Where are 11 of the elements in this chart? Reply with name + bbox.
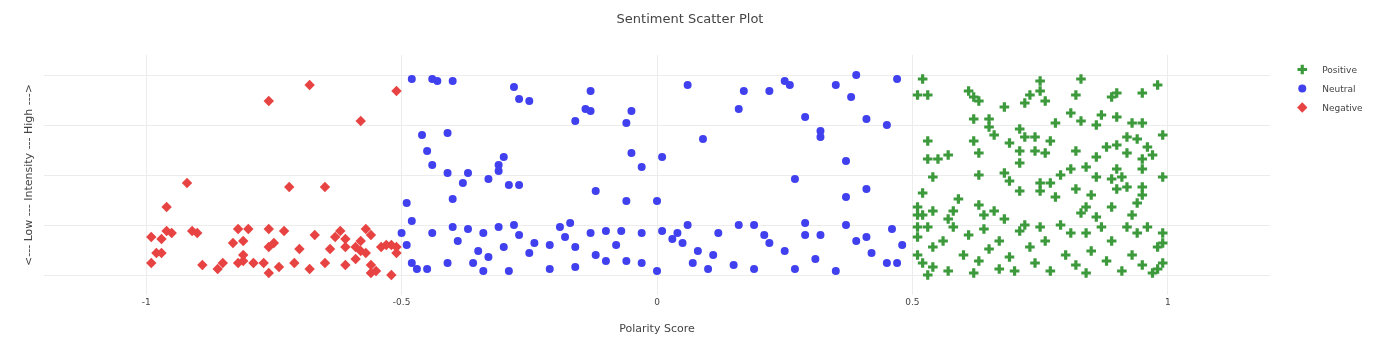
x-tick-label: -0.5 bbox=[392, 297, 411, 307]
chart-title: Sentiment Scatter Plot bbox=[616, 10, 764, 26]
x-tick-label: 0 bbox=[654, 297, 661, 307]
x-tick-label: 0.5 bbox=[905, 297, 920, 307]
legend-label: Negative bbox=[1322, 103, 1364, 114]
y-axis-title: <--- Low --- Intensity --- High ---> bbox=[21, 84, 35, 266]
legend-label: Positive bbox=[1322, 65, 1358, 76]
x-axis-title: Polarity Score bbox=[619, 322, 695, 336]
x-tick-label: 1 bbox=[1164, 297, 1171, 307]
x-tick-label: -1 bbox=[141, 297, 151, 307]
legend-label: Neutral bbox=[1322, 84, 1356, 95]
